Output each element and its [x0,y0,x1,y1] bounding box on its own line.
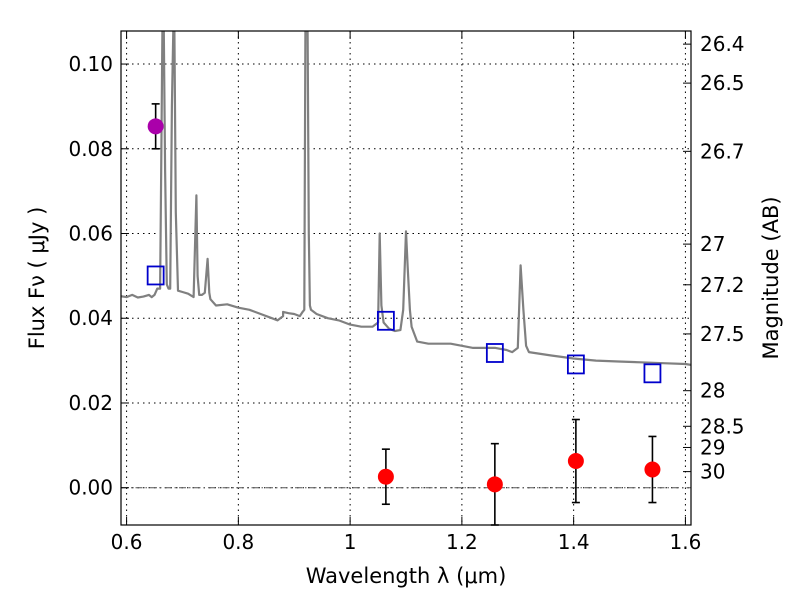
y-axis-title: Flux Fν ( μJy ) [25,207,49,350]
magnitude-tick-label: 26.5 [700,71,745,95]
axis-ticks: 0.6 0.8 1 1.2 1.4 1.6 0.00 0.02 0.04 0.06 0.08 0.10… [68,31,745,554]
y-tick-label: 0.08 [68,137,113,161]
model-photometry-square [146,265,165,286]
markers [146,103,662,526]
y-tick-label: 0.00 [68,476,113,500]
x-axis-title: Wavelength λ (μm) [306,564,507,588]
magnitude-tick-label: 27.5 [700,322,745,346]
plot-area [121,31,691,366]
magnitude-tick-label: 30 [700,460,725,484]
x-tick-label: 0.8 [222,530,254,554]
model-photometry-square [643,363,662,384]
observed-nir-point [486,476,503,493]
observed-nir-point [567,453,584,470]
grid [121,31,691,525]
x-tick-label: 1.4 [558,530,590,554]
y-tick-label: 0.04 [68,306,113,330]
model-spectrum-line [121,31,691,366]
observed-nir-point [377,468,394,485]
y-tick-label: 0.10 [68,52,113,76]
magnitude-tick-label: 26.4 [700,32,745,56]
right-axis-title: Magnitude (AB) [759,196,783,359]
x-tick-label: 0.6 [111,530,143,554]
plot-frame [120,30,692,526]
observed-optical-point [147,118,164,135]
model-photometry-square [485,343,504,363]
magnitude-tick-label: 27.2 [700,273,745,297]
y-tick-label: 0.06 [68,222,113,246]
x-tick-label: 1.2 [446,530,478,554]
magnitude-tick-label: 26.7 [700,139,745,163]
magnitude-tick-label: 29 [700,435,725,459]
magnitude-tick-label: 28.5 [700,414,745,438]
x-tick-label: 1.6 [670,530,702,554]
magnitude-tick-label: 28 [700,379,725,403]
model-photometry-square [376,310,395,331]
model-photometry-square [566,354,585,375]
y-tick-label: 0.02 [68,391,113,415]
magnitude-tick-label: 27 [700,232,725,256]
observed-nir-point [644,461,661,478]
x-tick-label: 1 [344,530,357,554]
